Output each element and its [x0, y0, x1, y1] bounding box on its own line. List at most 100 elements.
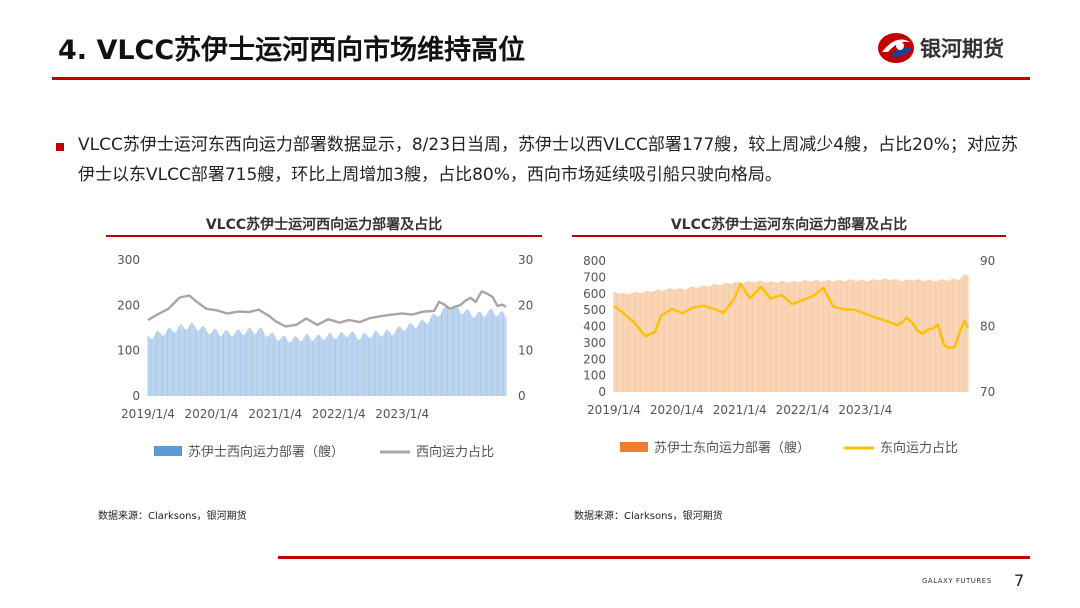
bar	[311, 340, 313, 396]
bar	[294, 336, 296, 396]
bar	[755, 282, 757, 392]
bar	[395, 329, 397, 396]
bar	[320, 336, 322, 396]
bar	[281, 336, 283, 396]
bar	[922, 280, 924, 392]
bar	[897, 279, 899, 392]
bar	[855, 280, 857, 392]
bar	[788, 282, 790, 392]
bar	[771, 281, 773, 392]
bar	[794, 281, 796, 392]
bar	[166, 329, 168, 396]
bar	[945, 280, 947, 392]
bar	[460, 313, 462, 396]
bar	[806, 280, 808, 392]
bar	[265, 336, 267, 396]
y-right-tick-label: 80	[980, 320, 995, 334]
bar	[486, 314, 488, 396]
bar	[221, 335, 223, 396]
bar	[375, 330, 377, 396]
bar	[837, 279, 839, 392]
bar	[856, 280, 858, 392]
bar	[626, 293, 628, 392]
bar	[862, 279, 864, 392]
bar	[749, 281, 751, 392]
bar	[416, 326, 418, 396]
bar	[867, 281, 869, 392]
bar	[892, 279, 894, 392]
bar	[698, 286, 700, 392]
bar	[191, 322, 193, 396]
bar	[714, 283, 716, 392]
bar	[327, 334, 329, 396]
bar	[236, 329, 238, 396]
bar	[824, 281, 826, 392]
bar	[636, 292, 638, 392]
bar	[914, 280, 916, 392]
bar	[720, 284, 722, 392]
bar	[213, 329, 215, 396]
bar	[386, 329, 388, 396]
legend-bar-label: 苏伊士西向运力部署（艘）	[188, 444, 344, 460]
bar	[789, 282, 791, 392]
galaxy-logo-icon	[878, 33, 914, 63]
bar	[338, 334, 340, 396]
bar	[164, 333, 166, 396]
bar	[432, 314, 434, 396]
y-right-tick-label: 20	[518, 298, 533, 312]
bar	[450, 309, 452, 396]
bar	[258, 328, 260, 396]
x-tick-label: 2019/1/4	[121, 407, 175, 421]
bar	[791, 281, 793, 392]
bar	[478, 311, 480, 396]
bar	[966, 275, 968, 392]
bar	[496, 316, 498, 396]
bar	[355, 336, 357, 396]
bar	[277, 340, 279, 396]
bar	[415, 327, 417, 396]
bar	[671, 288, 673, 392]
bar	[703, 285, 705, 392]
bar	[956, 279, 958, 392]
bar	[315, 336, 317, 396]
bar	[392, 335, 394, 396]
bar	[688, 287, 690, 392]
y-left-tick-label: 100	[117, 344, 140, 358]
bar	[760, 280, 762, 392]
bar	[683, 289, 685, 392]
bar	[280, 338, 282, 396]
bar	[399, 326, 401, 396]
bar	[426, 323, 428, 396]
bar	[322, 339, 324, 396]
bar	[916, 279, 918, 392]
bar	[943, 279, 945, 392]
bar	[848, 279, 850, 392]
bar	[773, 282, 775, 392]
bar	[447, 308, 449, 396]
bar	[924, 281, 926, 392]
bar	[436, 315, 438, 396]
bar	[928, 279, 930, 392]
y-left-tick-label: 200	[117, 298, 140, 312]
bar	[325, 338, 327, 396]
bar	[779, 281, 781, 392]
bar	[198, 330, 200, 396]
bar	[248, 328, 250, 396]
bar	[389, 333, 391, 396]
bar	[264, 334, 266, 396]
bar	[442, 309, 444, 396]
x-tick-label: 2023/1/4	[375, 407, 429, 421]
bar	[961, 276, 963, 392]
bar	[168, 328, 170, 396]
x-tick-label: 2022/1/4	[312, 407, 366, 421]
bar	[470, 313, 472, 396]
bar	[825, 280, 827, 392]
bar	[712, 284, 714, 392]
bar	[708, 286, 710, 392]
bar	[268, 335, 270, 396]
bar	[437, 316, 439, 396]
bar	[242, 334, 244, 396]
bar	[232, 335, 234, 396]
bar	[163, 335, 165, 396]
bar	[493, 312, 495, 396]
